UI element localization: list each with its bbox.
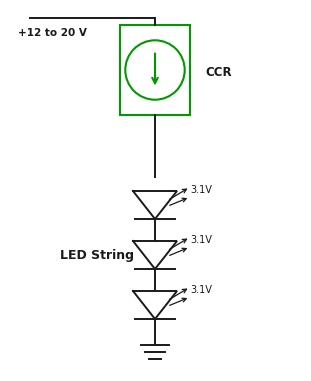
Text: CCR: CCR xyxy=(205,66,232,78)
Text: 3.1V: 3.1V xyxy=(190,285,212,295)
Text: LED String: LED String xyxy=(60,248,134,261)
Text: 3.1V: 3.1V xyxy=(190,235,212,245)
Text: 3.1V: 3.1V xyxy=(190,185,212,195)
Text: +12 to 20 V: +12 to 20 V xyxy=(18,28,87,38)
Bar xyxy=(120,25,190,115)
